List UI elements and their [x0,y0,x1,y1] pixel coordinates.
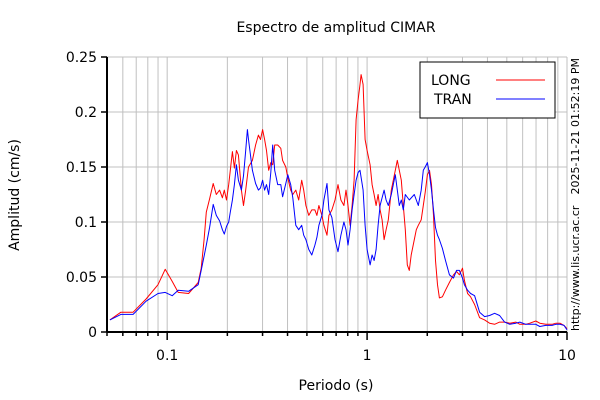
series-line-tran [109,129,568,331]
y-tick-label: 0 [88,325,97,341]
y-tick-label: 0.2 [75,105,97,121]
y-tick-label: 0.25 [66,50,97,66]
x-axis-label: Periodo (s) [299,378,374,394]
x-tick-label: 1 [363,348,372,364]
source-url-text: http://www.lis.ucr.ac.cr [569,205,582,331]
legend: LONG TRAN [419,61,556,119]
y-tick-label: 0.15 [66,160,97,176]
series-line-long [109,74,568,330]
legend-label-long: LONG [431,73,471,89]
legend-box [419,61,556,119]
series-lines [109,74,568,331]
chart-title: Espectro de amplitud CIMAR [236,20,435,36]
x-tick-label: 0.1 [156,348,178,364]
legend-label-tran: TRAN [433,92,472,108]
y-tick-label: 0.05 [66,270,97,286]
timestamp-text: 2025-11-21 01:52:19 PM [569,58,582,194]
x-tick-label: 10 [558,348,576,364]
y-tick-label: 0.1 [75,215,97,231]
y-axis-label: Amplitud (cm/s) [7,139,23,251]
axes: 0 0.05 0.1 0.15 0.2 0.25 0.1 1 10 [66,50,576,364]
